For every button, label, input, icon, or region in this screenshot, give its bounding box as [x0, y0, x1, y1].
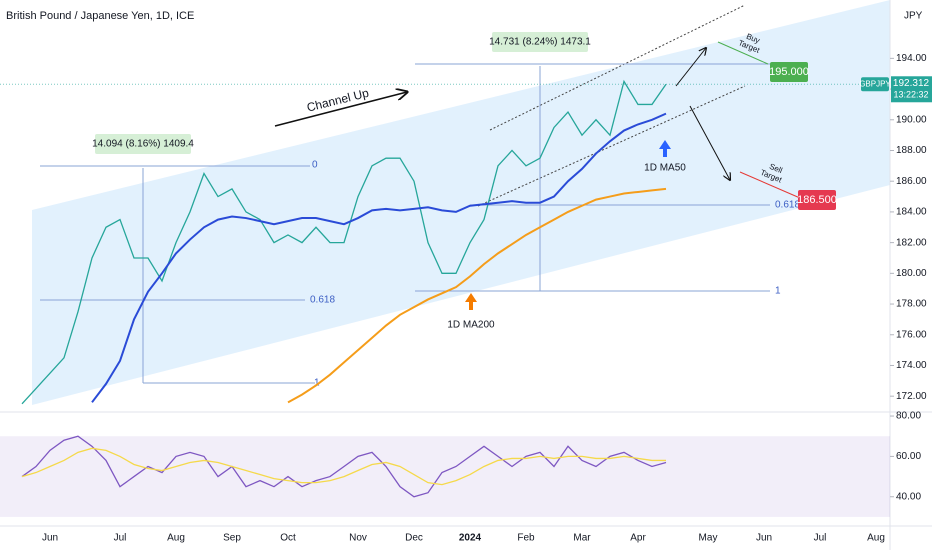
y-tick-label: 182.00 [896, 237, 927, 248]
y-tick-label: 190.00 [896, 114, 927, 125]
y-tick-label: 186.00 [896, 176, 927, 187]
y-tick-label: 178.00 [896, 299, 927, 310]
fib-label: 0 [312, 160, 318, 171]
ma200-label: 1D MA200 [447, 320, 495, 331]
x-tick-label: Aug [867, 533, 885, 544]
currency: JPY [904, 11, 923, 22]
x-tick-label: Nov [349, 533, 367, 544]
x-tick-label: Mar [573, 533, 591, 544]
countdown: 13:22:32 [893, 90, 928, 100]
series-line [21, 447, 666, 486]
series-line [91, 112, 667, 403]
x-tick-label: Oct [280, 533, 296, 544]
channel [32, 0, 890, 405]
x-tick-label: Aug [167, 533, 185, 544]
buy-line [717, 41, 769, 65]
x-tick-label: May [699, 533, 718, 544]
x-tick-label: Jul [814, 533, 827, 544]
x-tick-label: Feb [517, 533, 535, 544]
x-tick-label: 2024 [459, 533, 482, 544]
symbol-label: GBPJPY [859, 79, 891, 88]
y-tick-label: 180.00 [896, 268, 927, 279]
ma200-pointer [465, 293, 477, 310]
sell-line [739, 171, 801, 199]
rsi-band [0, 436, 890, 517]
sell-target-label: 186.500 [797, 194, 837, 206]
y-tick-label: 184.00 [896, 207, 927, 218]
measure-label: 14.094 (8.16%) 1409.4 [92, 139, 194, 150]
measure-box [492, 32, 588, 52]
channel-arrow [274, 92, 407, 127]
channel-line [489, 4, 746, 131]
ma50-label: 1D MA50 [644, 163, 686, 174]
fib-label: 1 [775, 286, 781, 297]
x-tick-label: Jun [42, 533, 58, 544]
sell-arrow [689, 105, 730, 180]
y-tick-label: 80.00 [896, 411, 921, 422]
buy-arrow [675, 48, 706, 87]
series-line [287, 187, 667, 404]
x-tick-label: Dec [405, 533, 423, 544]
y-tick-label: 176.00 [896, 329, 927, 340]
channel-line [477, 85, 746, 207]
y-tick-label: 174.00 [896, 360, 927, 371]
series-line [21, 79, 667, 405]
y-tick-label: 172.00 [896, 391, 927, 402]
ma50-pointer [659, 140, 671, 157]
price-label: 192.312 [893, 78, 930, 89]
fib-lines [40, 63, 770, 384]
buy-target [770, 62, 808, 82]
fib-label: 0.618 [775, 200, 800, 211]
x-tick-label: Jul [114, 533, 127, 544]
y-tick-label: 188.00 [896, 145, 927, 156]
y-tick-label: 194.00 [896, 53, 927, 64]
y-tick-label: 40.00 [896, 491, 921, 502]
symbol-box [861, 77, 889, 92]
fib-label: 0.618 [310, 295, 335, 306]
chart-title: British Pound / Japanese Yen, 1D, ICE [6, 10, 194, 22]
fib-label: 1 [314, 378, 320, 389]
x-tick-label: Apr [630, 533, 646, 544]
series-line [21, 435, 667, 498]
sell-target [798, 190, 836, 210]
measure-box [95, 134, 191, 154]
x-tick-label: Sep [223, 533, 241, 544]
measure-label: 14.731 (8.24%) 1473.1 [489, 37, 591, 48]
buy-target-label: 195.000 [769, 66, 809, 78]
y-tick-label: 60.00 [896, 451, 921, 462]
price-box [891, 76, 932, 103]
x-tick-label: Jun [756, 533, 772, 544]
